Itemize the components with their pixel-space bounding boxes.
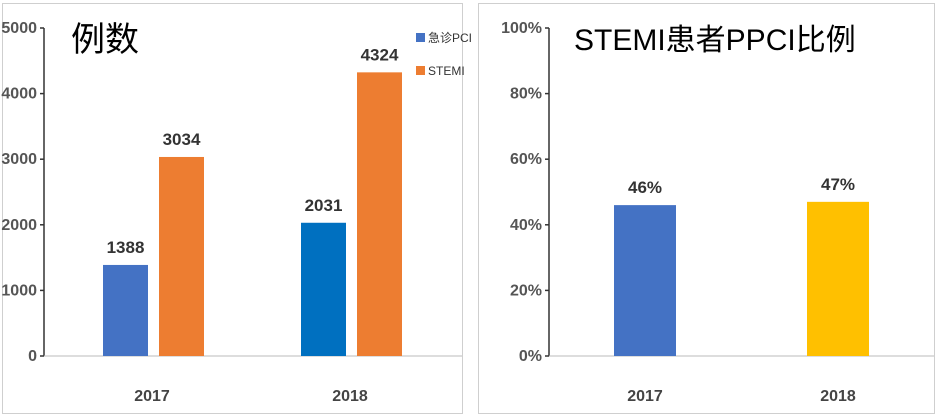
chart-panel-ppci-ratio: STEMI患者PPCI比例 0% 20% 40% 60% 80% 100% 46% 2017… bbox=[478, 3, 935, 414]
bar-2017-series1 bbox=[103, 264, 148, 356]
y-tick-label: 0 bbox=[28, 348, 37, 365]
x-tick-label-2017: 2017 bbox=[134, 388, 170, 405]
bar-2018-series1 bbox=[807, 201, 869, 356]
y-tick-label: 80% bbox=[510, 86, 542, 103]
y-tick-label: 60% bbox=[510, 151, 542, 168]
legend-swatch-pci bbox=[416, 33, 425, 42]
chart-title: STEMI患者PPCI比例 bbox=[574, 24, 856, 57]
data-label: 46% bbox=[628, 178, 662, 197]
x-tick-label-2018: 2018 bbox=[332, 388, 368, 405]
x-tick-label-2017: 2017 bbox=[627, 388, 663, 405]
y-tick-label: 100% bbox=[501, 20, 542, 37]
bar-2018-series2 bbox=[357, 72, 402, 357]
ppci-ratio-chart: STEMI患者PPCI比例 0% 20% 40% 60% 80% 100% 46% 2017… bbox=[501, 20, 934, 405]
y-tick-label: 2000 bbox=[1, 217, 37, 234]
y-tick-label: 40% bbox=[510, 217, 542, 234]
bar-2017-series2 bbox=[159, 156, 204, 356]
legend-swatch-stemi bbox=[416, 66, 425, 75]
chart-title: 例数 bbox=[71, 21, 139, 59]
chart-panel-cases: 例数 0 1000 2000 3000 4000 5000 1388 3034 2017 203… bbox=[1, 3, 472, 414]
data-label: 1388 bbox=[107, 238, 145, 257]
legend: 急诊PCI STEMI bbox=[416, 30, 472, 78]
data-label: 2031 bbox=[305, 196, 343, 215]
x-tick-label-2018: 2018 bbox=[820, 388, 856, 405]
legend-label-stemi: STEMI bbox=[428, 64, 465, 78]
y-tick-label: 1000 bbox=[1, 282, 37, 299]
y-tick-label: 3000 bbox=[1, 151, 37, 168]
y-tick-label: 20% bbox=[510, 282, 542, 299]
data-label: 47% bbox=[821, 175, 855, 194]
y-tick-label: 4000 bbox=[1, 86, 37, 103]
y-tick-label: 0% bbox=[519, 348, 542, 365]
cases-chart: 例数 0 1000 2000 3000 4000 5000 1388 3034 2017 203… bbox=[1, 20, 472, 405]
bar-2017-series1 bbox=[614, 205, 676, 356]
bar-2018-series1 bbox=[301, 222, 346, 356]
data-label: 4324 bbox=[361, 45, 399, 64]
y-tick-label: 5000 bbox=[1, 20, 37, 37]
legend-label-pci: 急诊PCI bbox=[428, 30, 472, 45]
data-label: 3034 bbox=[163, 130, 201, 149]
